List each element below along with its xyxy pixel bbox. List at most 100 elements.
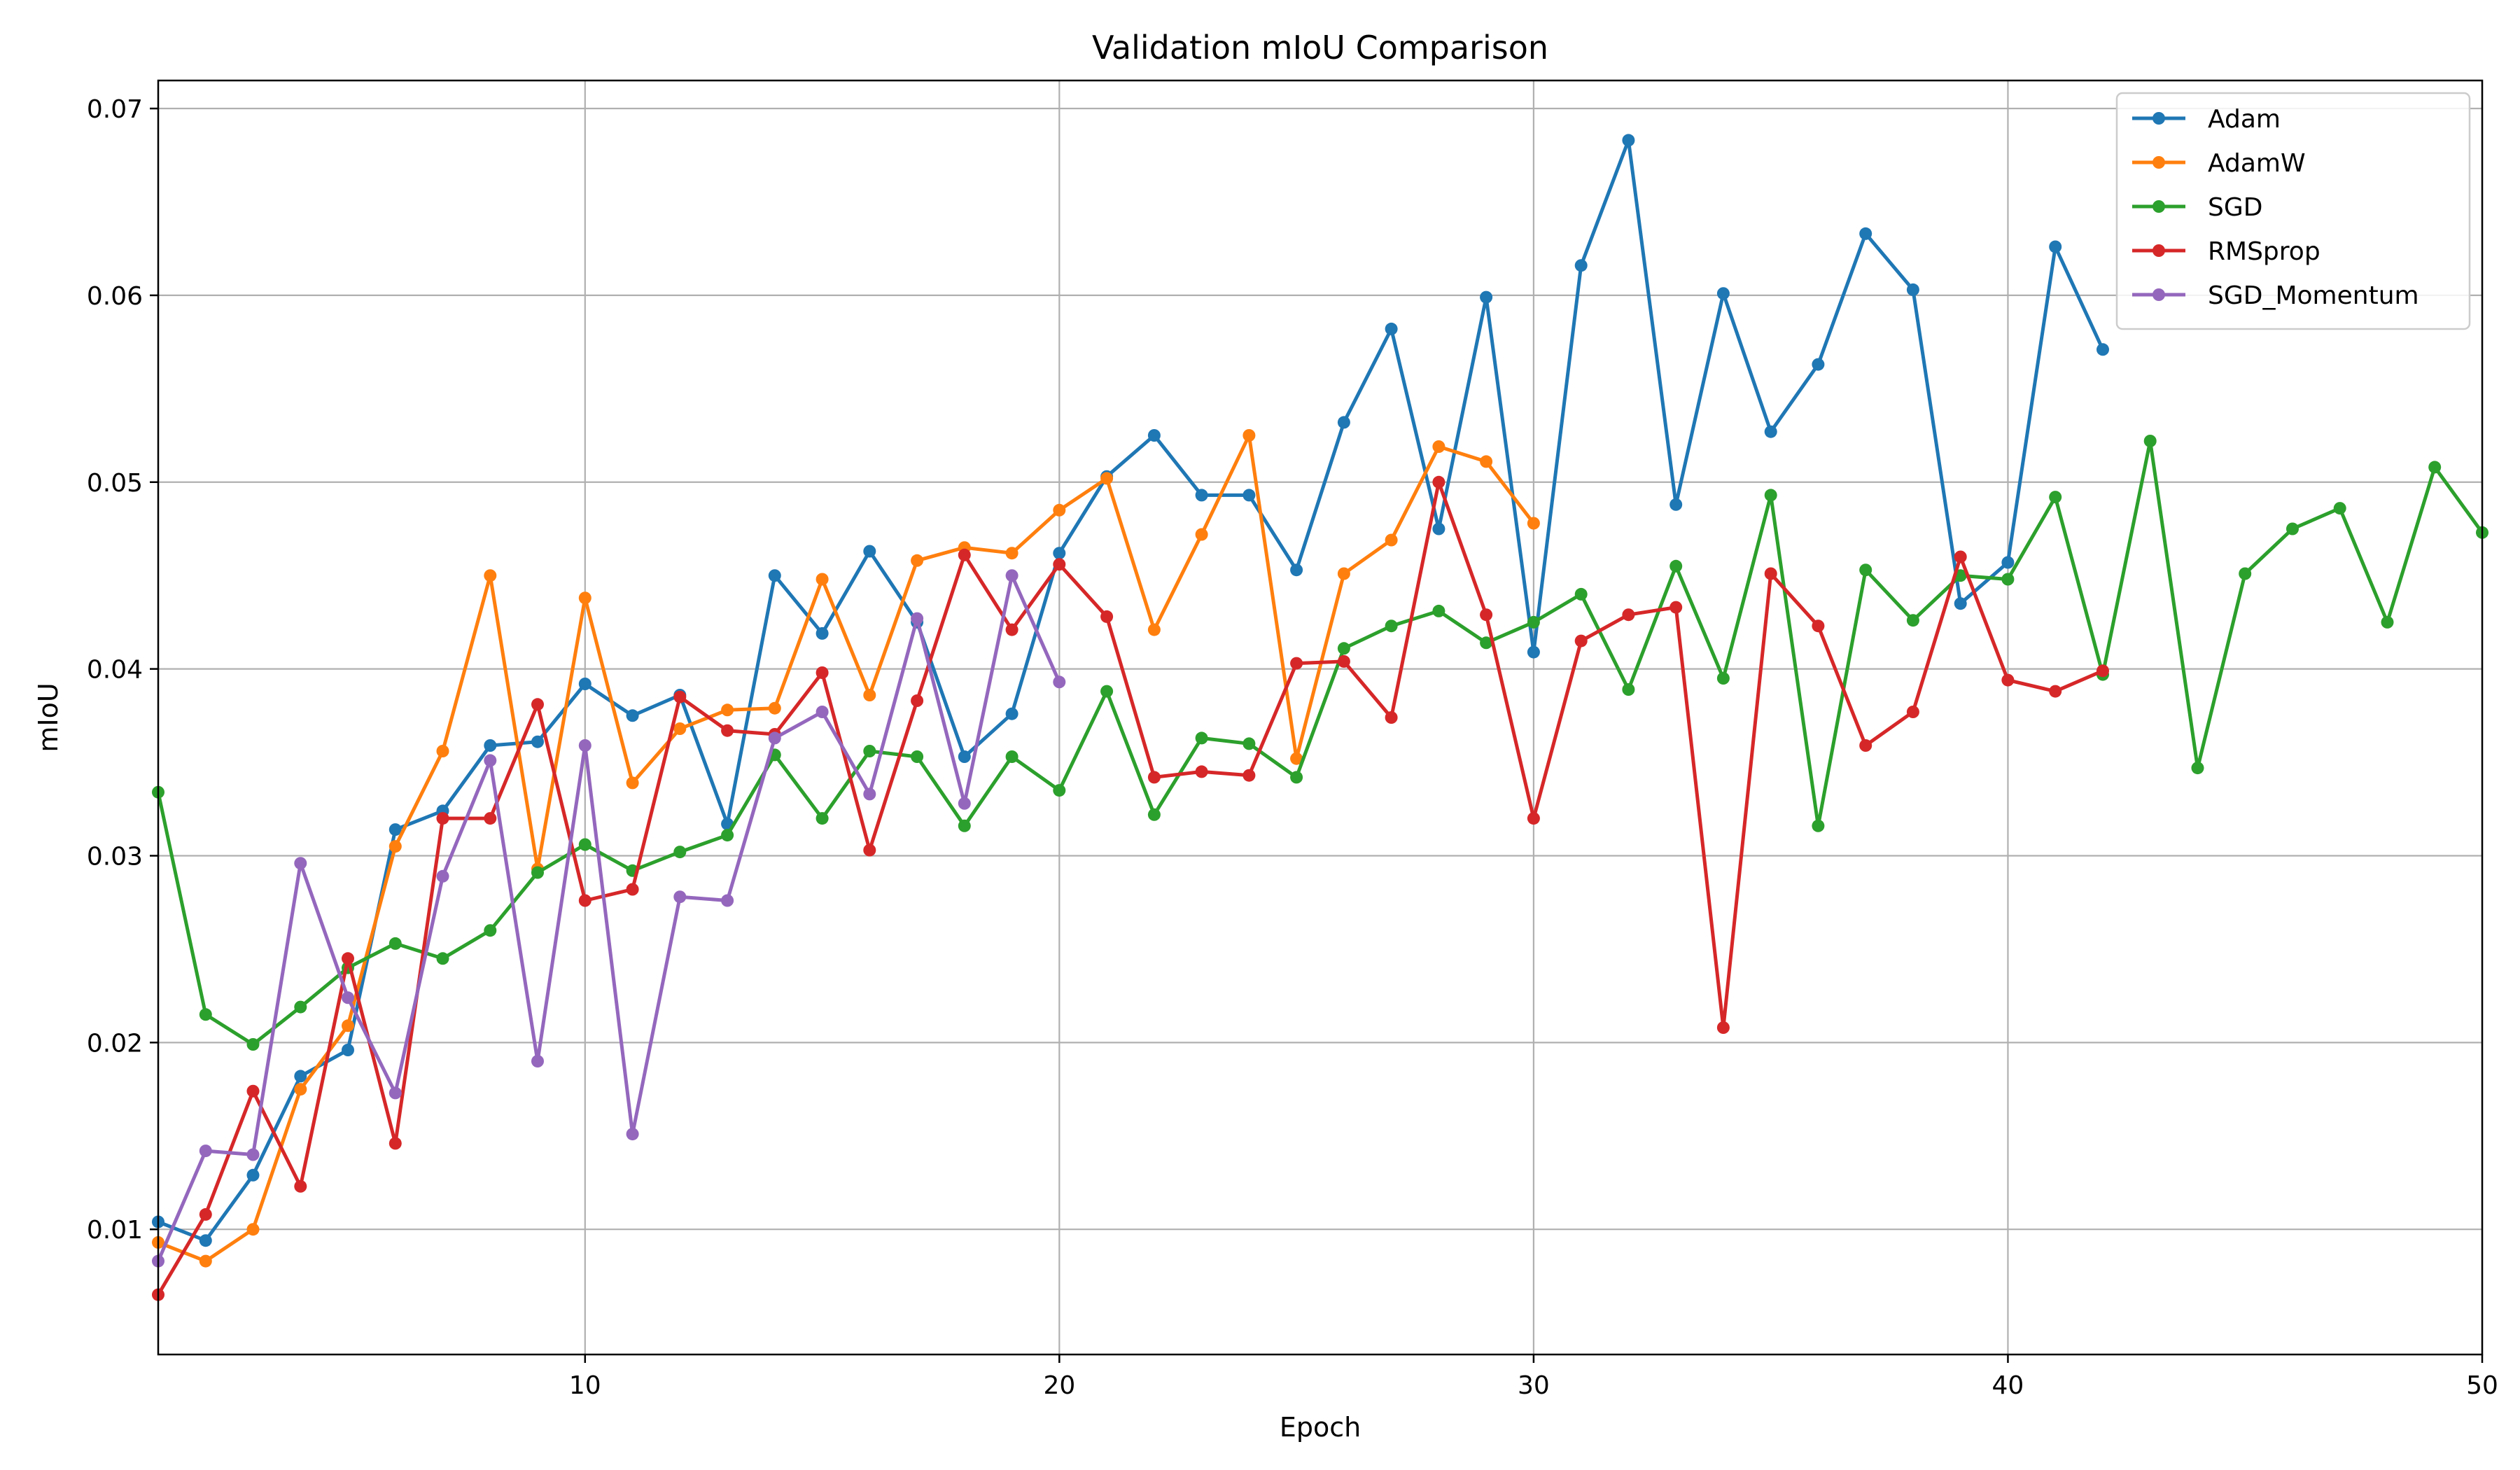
data-point-sgd xyxy=(484,924,497,937)
data-point-sgd xyxy=(1764,489,1777,502)
data-point-sgd-momentum xyxy=(816,706,829,718)
data-point-rmsprop xyxy=(388,1137,402,1150)
data-point-sgd-momentum xyxy=(578,739,592,752)
plot-frame xyxy=(157,79,2484,1356)
data-point-adam xyxy=(2049,240,2062,253)
data-point-rmsprop xyxy=(1053,558,1066,571)
data-point-rmsprop xyxy=(673,690,687,704)
data-point-sgd xyxy=(1622,683,1635,696)
y-tick-label: 0.06 xyxy=(87,282,143,311)
data-point-adamw xyxy=(1290,752,1303,765)
data-point-rmsprop xyxy=(2049,685,2062,698)
data-point-adam xyxy=(1242,489,1256,502)
y-tick-label: 0.05 xyxy=(87,469,143,498)
y-tick-label: 0.04 xyxy=(87,656,143,685)
data-point-rmsprop xyxy=(294,1180,307,1193)
data-point-rmsprop xyxy=(1954,550,1967,564)
data-point-sgd xyxy=(1147,808,1161,821)
data-point-sgd xyxy=(911,750,924,763)
legend: Adam AdamW SGD RMSprop SGD_Momentum xyxy=(2115,92,2471,330)
data-point-sgd xyxy=(2333,502,2346,515)
data-point-rmsprop xyxy=(1385,711,1398,724)
data-point-rmsprop xyxy=(436,812,449,825)
y-tick-label: 0.07 xyxy=(87,95,143,124)
data-point-sgd xyxy=(294,1000,307,1014)
data-point-rmsprop xyxy=(1527,812,1540,825)
data-point-adamw xyxy=(816,573,829,586)
data-point-adam xyxy=(342,1044,354,1056)
data-point-sgd-momentum xyxy=(958,797,971,810)
legend-item: SGD xyxy=(2132,193,2262,222)
x-tick-label: 40 xyxy=(1992,1371,2024,1400)
data-point-rmsprop xyxy=(531,698,544,711)
data-point-adam xyxy=(1764,425,1777,438)
data-point-sgd xyxy=(958,819,971,832)
data-point-adamw xyxy=(246,1223,260,1236)
legend-item: SGD_Momentum xyxy=(2132,281,2419,310)
data-point-sgd xyxy=(2428,461,2442,474)
legend-label: SGD xyxy=(2208,193,2262,222)
data-point-adam xyxy=(1812,358,1825,371)
data-point-adam xyxy=(863,545,876,558)
data-point-sgd-momentum xyxy=(246,1148,260,1161)
data-point-adamw xyxy=(199,1254,212,1268)
data-point-rmsprop xyxy=(1716,1021,1730,1034)
data-point-adam xyxy=(626,709,639,722)
data-point-rmsprop xyxy=(1574,634,1588,648)
data-point-sgd xyxy=(673,846,687,859)
data-point-sgd xyxy=(1480,636,1493,650)
data-point-adamw xyxy=(436,745,449,757)
data-point-sgd xyxy=(531,866,544,879)
data-point-rmsprop xyxy=(1764,567,1777,580)
legend-marker xyxy=(2152,288,2165,301)
series-line-adam xyxy=(158,138,2105,1242)
data-point-adam xyxy=(1954,597,1967,610)
y-axis-label: mIoU xyxy=(33,682,64,752)
data-point-sgd-momentum xyxy=(673,890,687,904)
data-point-adam xyxy=(531,735,544,748)
data-point-sgd-momentum xyxy=(294,857,307,870)
data-point-adamw xyxy=(1527,517,1540,530)
y-tick-label: 0.01 xyxy=(87,1216,143,1245)
series-line-sgd-momentum xyxy=(156,573,1061,1262)
data-point-adamw xyxy=(673,722,687,735)
data-point-sgd xyxy=(1574,587,1588,601)
data-point-adam xyxy=(1385,322,1398,335)
data-point-adam xyxy=(1480,290,1493,304)
data-point-sgd xyxy=(578,838,592,851)
data-point-adam xyxy=(1527,645,1540,659)
data-point-sgd xyxy=(388,937,402,950)
series-line-sgd xyxy=(156,439,2484,1046)
data-point-adamw xyxy=(578,592,592,605)
data-point-rmsprop xyxy=(578,894,592,907)
data-point-adam xyxy=(1906,283,1919,296)
data-point-sgd xyxy=(2143,435,2157,447)
data-point-rmsprop xyxy=(1100,610,1114,623)
data-point-rmsprop xyxy=(863,844,876,857)
data-point-sgd xyxy=(246,1038,260,1051)
data-point-sgd-momentum xyxy=(1053,676,1066,689)
data-point-adam xyxy=(816,626,829,640)
legend-marker xyxy=(2152,200,2165,213)
legend-item: AdamW xyxy=(2132,149,2306,178)
data-point-rmsprop xyxy=(958,548,971,561)
data-point-adamw xyxy=(294,1083,307,1096)
data-point-adamw xyxy=(388,840,402,853)
data-point-adam xyxy=(1053,547,1066,560)
data-point-sgd xyxy=(199,1008,212,1021)
legend-label: SGD_Momentum xyxy=(2208,281,2419,310)
data-point-rmsprop xyxy=(816,666,829,679)
data-point-rmsprop xyxy=(911,694,924,707)
data-point-adamw xyxy=(1337,567,1350,580)
data-point-adam xyxy=(1574,259,1588,272)
data-point-adamw xyxy=(1100,472,1114,485)
data-point-rmsprop xyxy=(484,812,497,825)
data-point-adamw xyxy=(863,689,876,701)
data-point-sgd-momentum xyxy=(863,788,876,801)
series-lines xyxy=(152,134,2488,1301)
data-point-sgd xyxy=(1716,672,1730,685)
data-point-sgd xyxy=(2239,567,2252,580)
data-point-sgd xyxy=(1290,771,1303,784)
x-axis-label: Epoch xyxy=(1280,1412,1361,1443)
data-point-rmsprop xyxy=(1147,771,1161,784)
